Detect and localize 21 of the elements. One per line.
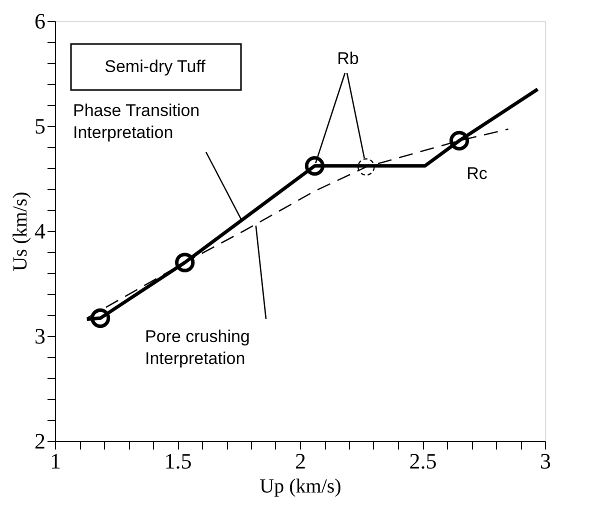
x-tick-label: 2.5 xyxy=(409,448,437,474)
point xyxy=(175,252,195,272)
y-axis-title: Us (km/s) xyxy=(10,192,32,272)
x-tick-label: 2 xyxy=(295,448,306,474)
x-tick-label: 1.5 xyxy=(164,448,192,474)
x-tick-label: 3 xyxy=(540,448,551,474)
point xyxy=(90,308,110,328)
y-tick-label: 3 xyxy=(34,324,46,348)
y-tick-label: 6 xyxy=(34,8,46,34)
annotation: Semi-dry Tuff xyxy=(104,57,206,76)
annotation: Pore crushing Interpretation xyxy=(145,327,250,368)
annotation: Phase Transition Interpretation xyxy=(73,101,200,142)
y-tick-label: 2 xyxy=(34,428,46,454)
x-tick-label: 1 xyxy=(50,448,61,474)
point xyxy=(304,156,325,176)
y-tick-label: 5 xyxy=(34,114,46,138)
annotation: Rc xyxy=(466,164,488,183)
annotation: Rb xyxy=(337,49,359,68)
point xyxy=(449,130,470,150)
y-tick-label: 4 xyxy=(34,218,46,244)
x-axis-title: Up (km/s) xyxy=(260,476,342,498)
